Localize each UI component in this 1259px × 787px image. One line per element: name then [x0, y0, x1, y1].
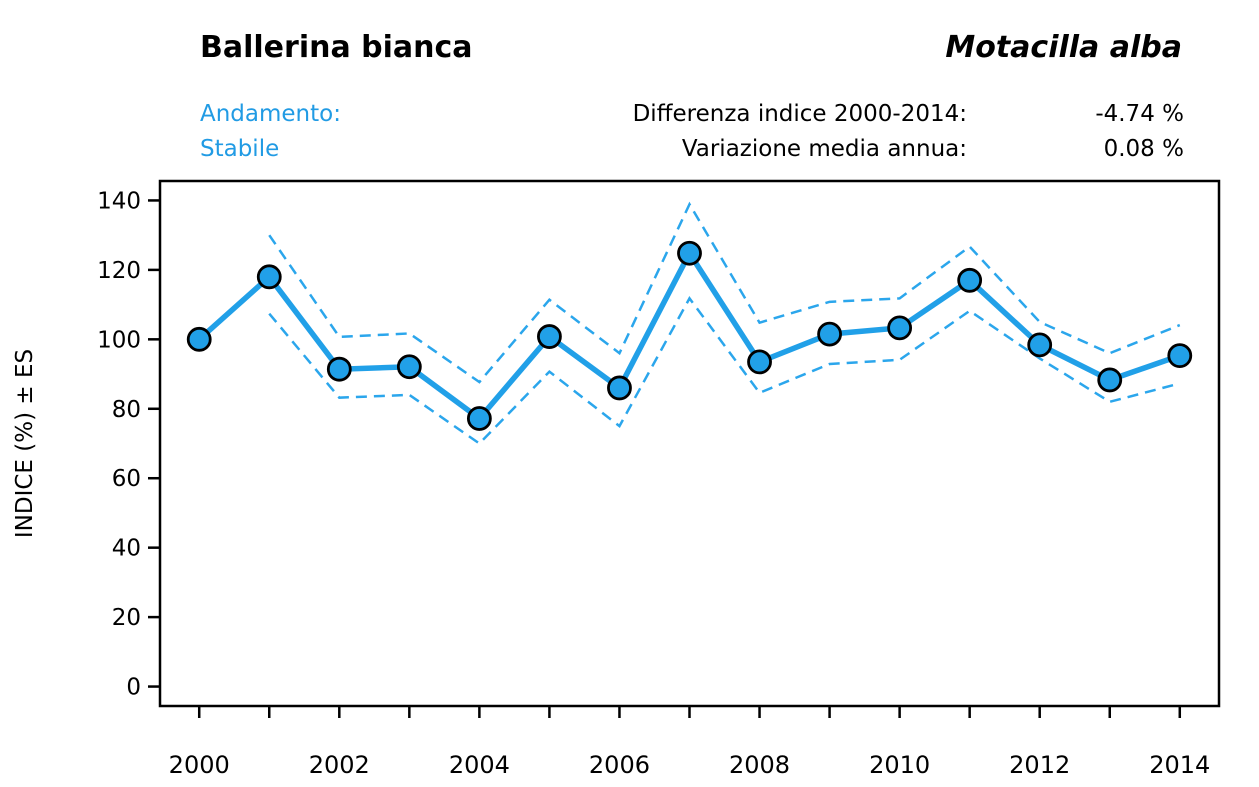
- x-tick-label: 2004: [449, 751, 510, 779]
- data-point-2014: [1167, 343, 1193, 369]
- data-point-2012: [1027, 332, 1053, 358]
- data-point-2006: [607, 375, 632, 401]
- data-point-2008: [747, 349, 772, 375]
- data-point-2003: [396, 354, 422, 380]
- annual-variation-value: 0.08 %: [1103, 136, 1184, 162]
- annual-variation-label: Variazione media annua:: [681, 136, 967, 162]
- x-tick-label: 2014: [1149, 751, 1210, 779]
- y-tick-label: 20: [112, 605, 141, 631]
- y-tick-label: 0: [126, 675, 141, 701]
- y-tick-label: 80: [112, 397, 141, 423]
- index-difference-value: -4.74 %: [1095, 101, 1184, 127]
- data-point-2000: [186, 326, 212, 352]
- data-point-2007: [677, 240, 702, 266]
- series-lower-es-line: [268, 296, 1181, 446]
- y-tick-label: 60: [112, 466, 141, 492]
- x-tick-label: 2010: [869, 751, 930, 779]
- data-point-2010: [887, 315, 913, 341]
- common-name-title: Ballerina bianca: [200, 30, 473, 65]
- y-tick-label: 140: [97, 188, 141, 214]
- data-point-2004: [466, 406, 492, 431]
- x-tick-label: 2002: [309, 751, 370, 779]
- index-difference-label: Differenza indice 2000-2014:: [632, 101, 967, 127]
- x-tick-label: 2008: [729, 751, 790, 779]
- x-tick-label: 2006: [589, 751, 650, 779]
- data-point-2011: [957, 267, 983, 293]
- x-tick-label: 2012: [1009, 751, 1070, 779]
- data-point-2009: [817, 321, 842, 347]
- data-point-2013: [1097, 367, 1123, 393]
- data-point-2002: [326, 356, 352, 382]
- data-point-2001: [256, 264, 282, 290]
- trend-label: Andamento:: [200, 101, 341, 127]
- y-axis-title: INDICE (%) ± ES: [12, 349, 38, 538]
- data-point-2005: [537, 324, 562, 349]
- y-tick-label: 40: [112, 536, 141, 562]
- y-tick-label: 100: [97, 327, 141, 353]
- trend-value: Stabile: [200, 136, 280, 162]
- x-tick-label: 2000: [169, 751, 230, 779]
- scientific-name-title: Motacilla alba: [945, 30, 1182, 65]
- y-tick-label: 120: [97, 258, 141, 284]
- series-upper-es-line: [268, 201, 1181, 384]
